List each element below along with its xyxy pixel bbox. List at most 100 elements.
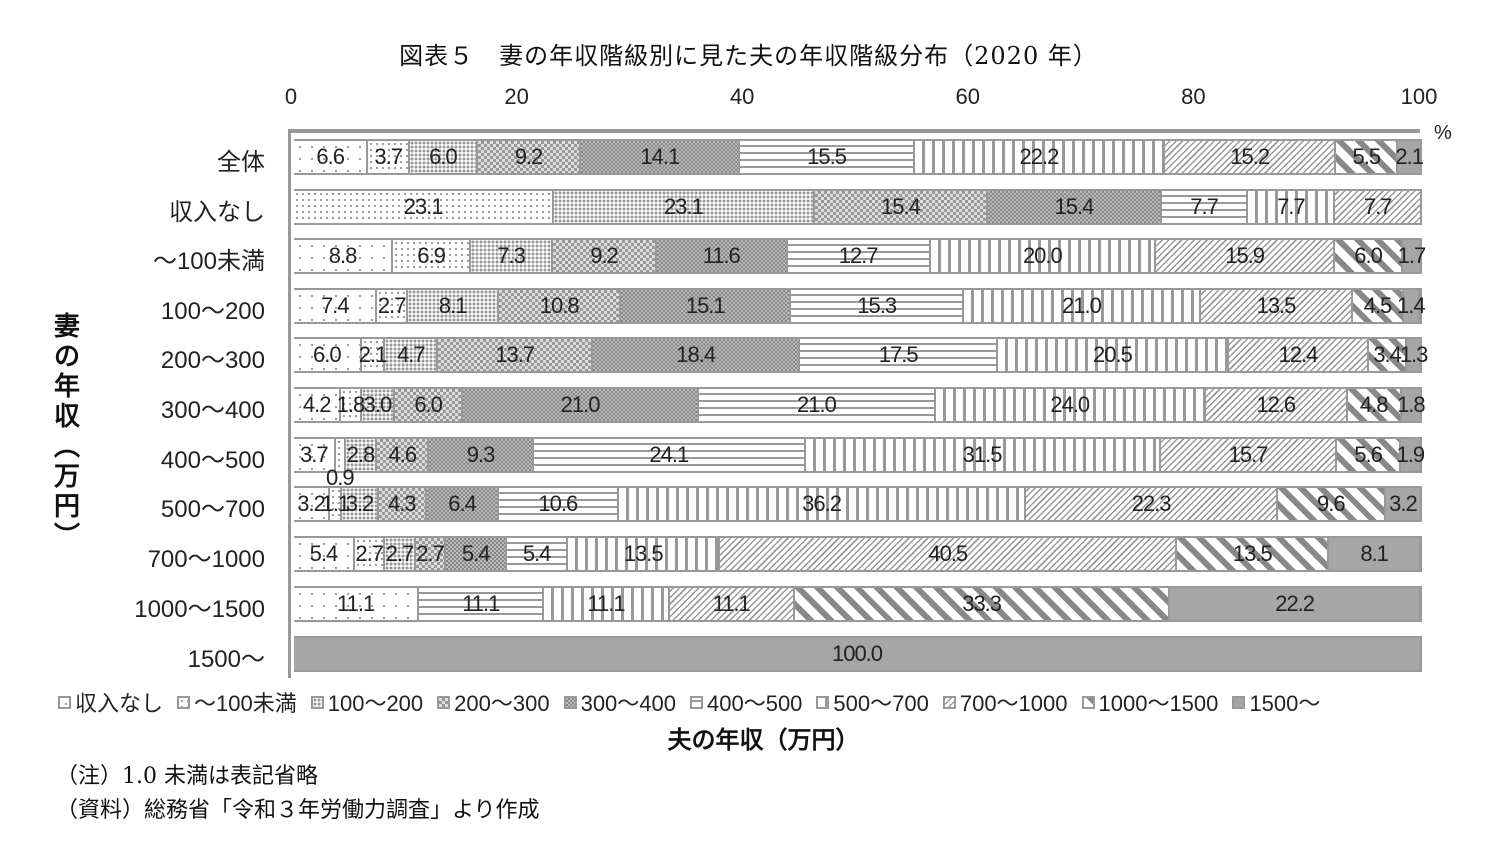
bar-segment: 1.7	[1398, 240, 1426, 272]
bar-segment: 21.0	[963, 290, 1201, 322]
data-label: 21.0	[797, 392, 837, 417]
legend-swatch-icon	[58, 695, 71, 709]
data-label: 15.2	[1230, 144, 1270, 169]
data-label: 2.7	[355, 541, 384, 566]
bar-segment: 5.4	[507, 538, 569, 570]
data-label: 18.4	[676, 342, 716, 367]
legend-label: 1000～1500	[1098, 691, 1219, 716]
data-label: 2.1	[358, 342, 388, 367]
bar-row: 7.4 2.7 8.1 10.8 15.1 15.3 21.0 13.5 4.5 1.4	[294, 288, 1426, 324]
data-label: 11.6	[702, 243, 741, 268]
data-label: 3.2	[345, 491, 375, 516]
data-label: 1.8	[336, 392, 366, 417]
data-label: 12.7	[838, 243, 879, 268]
bar-segment: 13.7	[438, 339, 593, 371]
data-label: 5.4	[309, 541, 339, 566]
data-label: 4.2	[302, 392, 332, 417]
data-label: 3.0	[363, 392, 393, 417]
bar-segment: 17.5	[800, 339, 998, 371]
data-label: 31.5	[962, 442, 1003, 467]
bar-segment: 4.6	[377, 439, 430, 471]
bar-segment: 2.8	[345, 439, 378, 471]
data-label: 4.3	[387, 491, 417, 516]
bar-segment: 24.0	[935, 389, 1206, 421]
data-label: 11.1	[462, 591, 500, 616]
x-tick-label: 0	[284, 84, 298, 109]
bar-segment: 6.6	[294, 141, 369, 173]
data-label: 11.1	[587, 591, 625, 616]
bar-segment: 11.1	[544, 588, 670, 620]
bar-segment: 6.4	[426, 488, 500, 520]
bar-segment: 33.3	[794, 588, 1171, 620]
y-tick-label: 1500～	[187, 646, 265, 673]
y-tick-label: 500～700	[160, 496, 265, 523]
data-label: 1.9	[1396, 442, 1425, 467]
bar-segment: 1.8	[337, 389, 365, 421]
legend-item: 収入なし	[58, 686, 163, 718]
legend-label: 100～200	[327, 691, 424, 716]
bar-segment: 1.9	[1396, 439, 1425, 471]
bar-segment: 12.7	[787, 240, 931, 272]
bar-segment: 15.3	[791, 290, 964, 322]
data-label: 13.5	[623, 541, 664, 566]
data-label: 10.8	[539, 293, 580, 318]
legend-swatch-icon	[563, 695, 577, 709]
data-label: 2.7	[416, 541, 445, 566]
bar-segment: 4.5	[1353, 290, 1404, 322]
data-label: 21.0	[560, 392, 601, 417]
bar-segment: 1.4	[1397, 290, 1426, 322]
bar-segment: 3.7	[294, 439, 336, 471]
data-label: 5.6	[1354, 442, 1383, 467]
bar-segment: 22.2	[914, 141, 1166, 173]
bar-segment: 2.7	[354, 538, 386, 570]
bar-segment: 31.5	[805, 439, 1161, 471]
data-label: 9.2	[514, 144, 544, 169]
bar-segment: 3.2	[342, 488, 379, 520]
bar-segment: 21.0	[699, 389, 936, 421]
data-label: 14.1	[640, 144, 680, 169]
bar-segment: 15.1	[621, 290, 792, 322]
data-label: 15.3	[857, 293, 897, 318]
legend-label: 700～1000	[959, 691, 1068, 716]
bar-segment: 18.4	[592, 339, 801, 371]
bar-segment: 15.5	[740, 141, 915, 173]
bar-segment: 9.6	[1277, 488, 1386, 520]
bar-segment: 7.7	[1335, 191, 1423, 223]
bar-segment: 2.7	[385, 538, 416, 570]
legend-label: 300～400	[580, 691, 676, 716]
bar-row: 100.0	[294, 636, 1422, 672]
y-tick-label: 400～500	[160, 447, 265, 474]
bar-segment: 7.3	[470, 240, 554, 272]
bar-segment: 20.5	[997, 339, 1230, 371]
legend-label: ～100未満	[194, 691, 297, 716]
data-label: 20.0	[1022, 243, 1063, 268]
data-label: 40.5	[928, 541, 968, 566]
data-label: 15.4	[1054, 194, 1095, 219]
data-label: 1.4	[1396, 293, 1426, 318]
bar-segment: 2.7	[415, 538, 447, 570]
bar-segment: 23.1	[554, 191, 815, 223]
legend-item: 100～200	[310, 686, 424, 718]
legend-label: 200～300	[454, 691, 550, 716]
bar-segment: 5.5	[1336, 141, 1399, 173]
y-tick-label: 全体	[217, 149, 265, 176]
y-tick-label: 1000～1500	[134, 596, 265, 623]
bar-segment: 15.2	[1165, 141, 1337, 173]
bar-segment: 23.1	[294, 191, 555, 223]
y-tick-label: 200～300	[160, 347, 265, 374]
bar-segment: 13.5	[1200, 290, 1354, 322]
bar-row: 23.1 23.1 15.4 15.4 7.7 7.7 7.7	[294, 189, 1423, 225]
legend-item: 500～700	[816, 686, 929, 718]
data-label: 12.6	[1256, 392, 1296, 417]
data-label: 11.1	[337, 591, 375, 616]
bar-segment: 6.9	[393, 240, 471, 272]
data-label: 15.7	[1228, 442, 1269, 467]
data-label: 15.5	[807, 144, 847, 169]
bar-segment: 4.3	[378, 488, 427, 520]
x-tick-label: 20	[504, 84, 529, 109]
legend-label: 収入なし	[75, 691, 164, 716]
data-label: 2.1	[1395, 144, 1424, 169]
data-label: 3.2	[297, 491, 326, 516]
bar-segment: 8.1	[1329, 538, 1421, 570]
bar-row: 5.4 2.7 2.7 2.7 5.4 5.4 13.5 40.5 13.5 8.1	[294, 536, 1422, 572]
